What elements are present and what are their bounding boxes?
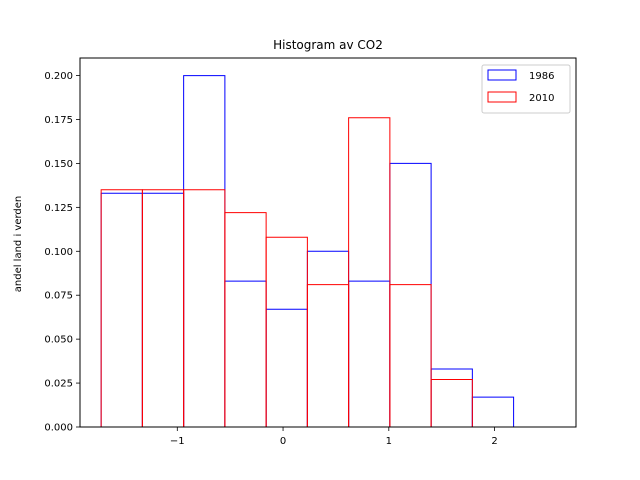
y-axis-label: andel land i verden [13, 196, 24, 293]
y-axis-ticks: 0.000 0.025 0.050 0.075 0.100 0.125 0.150 0.175… [44, 71, 80, 434]
bars-layer [100, 75, 555, 428]
y-tick-label: 0.000 [44, 423, 73, 434]
plot-frame [79, 57, 577, 428]
x-tick-label: −1 [170, 436, 185, 447]
legend-swatch-1986 [487, 69, 517, 81]
y-tick-label: 0.200 [44, 71, 73, 82]
x-tick-label: 1 [386, 436, 392, 447]
legend-box [481, 64, 571, 114]
y-tick-label: 0.125 [44, 203, 73, 214]
y-tick-label: 0.175 [44, 115, 73, 126]
y-tick-label: 0.050 [44, 335, 73, 346]
x-tick-label: 0 [280, 436, 286, 447]
y-tick-label: 0.150 [44, 159, 73, 170]
bar-2010-6 [348, 117, 391, 427]
legend-label-1986: 1986 [529, 71, 554, 82]
y-tick-label: 0.075 [44, 291, 73, 302]
legend: 1986 2010 [481, 64, 571, 114]
y-tick-label: 0.025 [44, 379, 73, 390]
bar-2010-7 [389, 284, 432, 427]
x-tick-label: 2 [491, 436, 497, 447]
y-tick-label: 0.100 [44, 247, 73, 258]
bar-2010-8 [430, 379, 473, 427]
x-axis-ticks: −1 0 1 2 [170, 427, 498, 447]
chart-title: Histogram av CO2 [273, 38, 383, 52]
legend-swatch-2010 [487, 91, 517, 103]
legend-label-2010: 2010 [529, 93, 554, 104]
